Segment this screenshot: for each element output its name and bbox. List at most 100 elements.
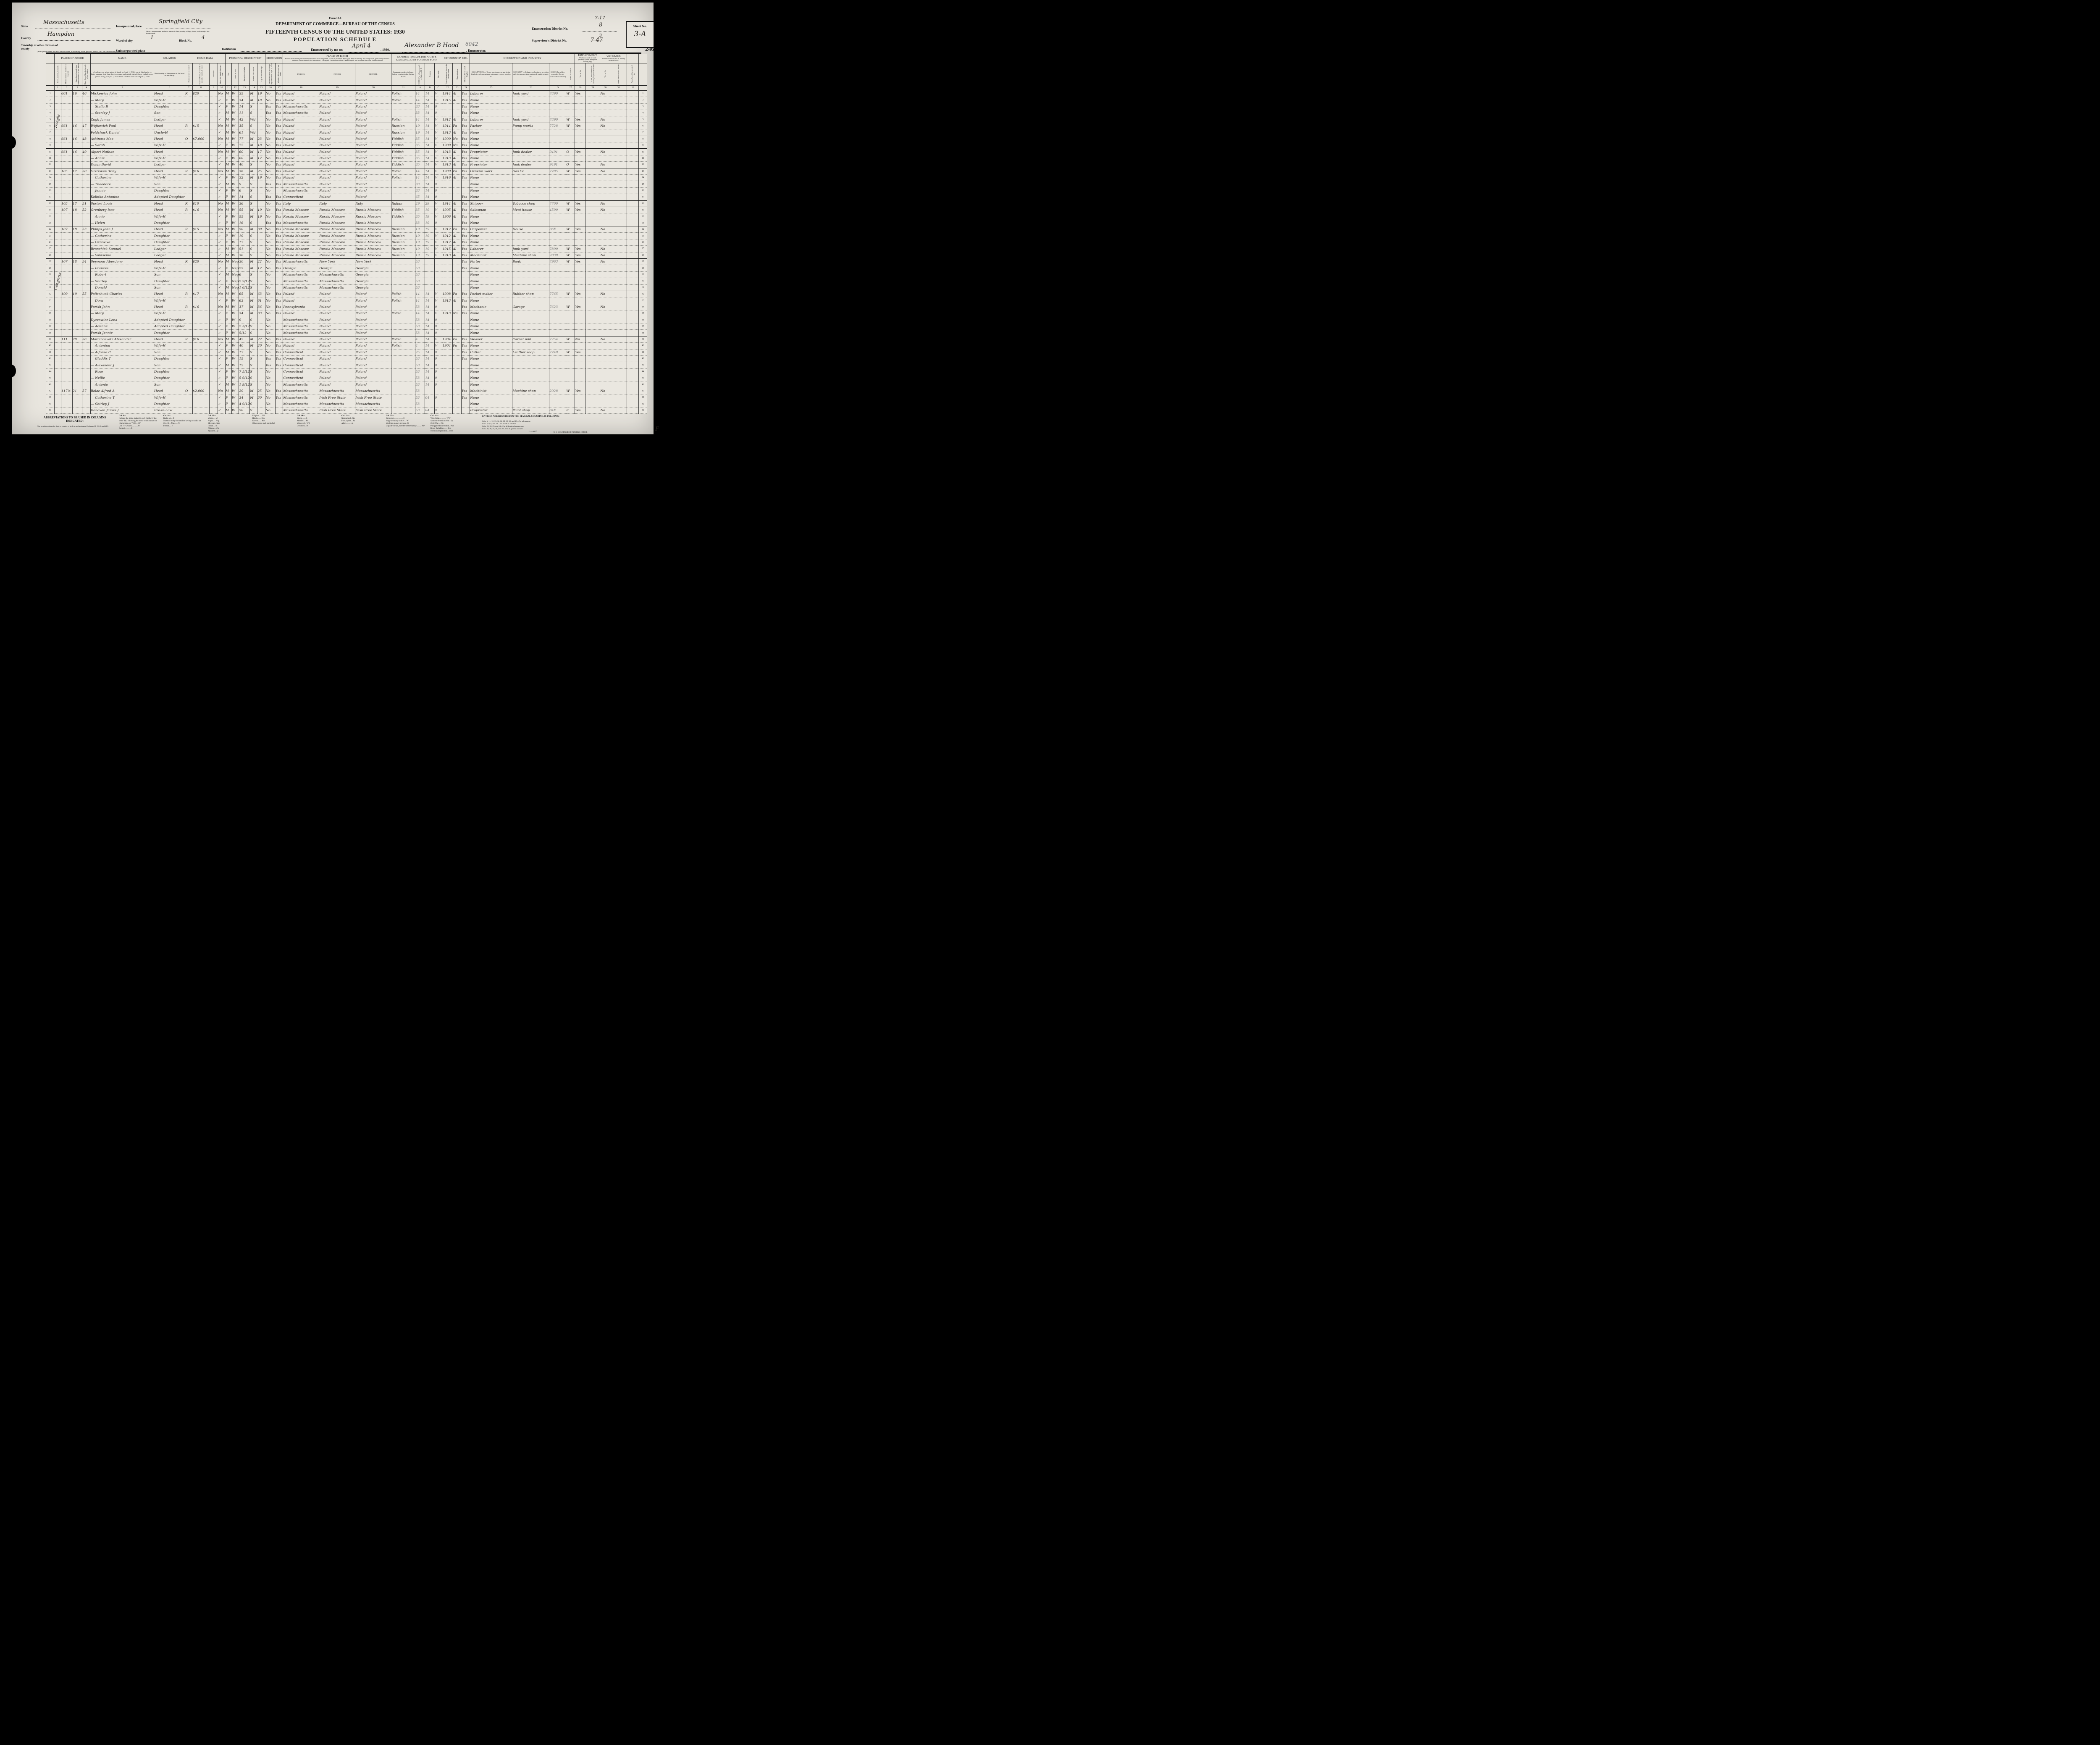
cell-unemp xyxy=(585,226,601,233)
cell-dw xyxy=(72,355,82,363)
cell-farm: No xyxy=(218,90,226,97)
cell-fam xyxy=(82,355,91,363)
cell-b: 14 xyxy=(425,129,435,136)
cell-cls xyxy=(566,362,575,369)
cell-fam: 48 xyxy=(82,136,91,143)
column-desc-sch: Attended school or college any time sinc… xyxy=(265,63,276,86)
cell-hn xyxy=(61,297,73,304)
table-row: 47 117½ 21 57 Bolac Alfred A Head O $2,000 No M W 2… xyxy=(46,388,648,395)
cell-occ: Carpenter xyxy=(470,226,513,233)
cell-a: 35 xyxy=(415,155,425,162)
cell-work: Yes xyxy=(575,304,586,311)
cell-a: 35 xyxy=(415,148,425,155)
cell-imm: 1915 xyxy=(442,97,453,104)
cell-own xyxy=(185,342,193,350)
cell-cls: W xyxy=(566,258,575,265)
cell-rw: Yes xyxy=(275,394,284,401)
cell-street xyxy=(54,291,61,298)
cell-age: 14 xyxy=(239,103,250,110)
cell-nat xyxy=(452,394,462,401)
cell-farm: ✓ xyxy=(218,245,226,252)
cell-codeD xyxy=(549,213,567,220)
cell-vet xyxy=(600,194,611,201)
cell-war xyxy=(610,213,627,220)
cell-b: 14 xyxy=(425,304,435,311)
sd-value: 3 xyxy=(599,33,602,38)
cell-sex: F xyxy=(225,97,232,104)
cell-agem xyxy=(257,375,266,382)
cell-val: $15 xyxy=(192,226,210,233)
cell-unemp xyxy=(585,388,601,395)
cell-sex: F xyxy=(225,368,232,376)
column-number-pob: 18 xyxy=(283,85,320,91)
cell-race: W xyxy=(231,407,239,414)
cell-radio xyxy=(209,258,218,265)
cell-age: 30 xyxy=(239,258,250,265)
cell-age: 60 xyxy=(239,148,250,155)
line-number: 17 xyxy=(46,194,55,201)
cell-street xyxy=(54,342,61,350)
cell-tongue xyxy=(391,362,416,369)
cell-cls: W xyxy=(566,349,575,356)
cell-age: 12 xyxy=(239,362,250,369)
cell-farm: ✓ xyxy=(218,194,226,201)
cell-mar: Wd xyxy=(249,129,258,136)
cell-age: 37 xyxy=(239,304,250,311)
cell-agem xyxy=(257,220,266,227)
column-number-codeD: D xyxy=(549,85,567,91)
column-desc-fam: Num- ber of family in order of vis- itat… xyxy=(82,63,91,86)
cell-farm2 xyxy=(627,368,639,376)
cell-unemp xyxy=(585,258,601,265)
cell-fam xyxy=(82,375,91,382)
cell-unemp xyxy=(585,110,601,117)
cell-mar: M xyxy=(249,394,258,401)
column-number-b: B xyxy=(425,85,435,91)
cell-unemp xyxy=(585,336,601,343)
cell-war xyxy=(610,136,627,143)
cell-rel: Wife-H xyxy=(154,310,185,317)
cell-tongue: Polish xyxy=(391,174,416,181)
cell-codeD: 06X xyxy=(549,226,567,233)
cell-street xyxy=(54,407,61,414)
cell-radio xyxy=(209,174,218,181)
cell-val: $10 xyxy=(192,200,210,207)
cell-street xyxy=(54,329,61,336)
cell-radio xyxy=(209,232,218,239)
cell-dw: 17 xyxy=(72,168,82,175)
cell-age: 50 xyxy=(239,226,250,233)
cell-occ: None xyxy=(470,194,513,201)
cell-imm: 1913 xyxy=(442,148,453,155)
cell-vet xyxy=(600,310,611,317)
cell-race: Neg xyxy=(231,278,239,285)
cell-dw: 21 xyxy=(72,388,82,395)
cell-vet xyxy=(600,329,611,336)
cell-sch: No xyxy=(265,232,276,239)
cell-ind: Machine shop xyxy=(512,252,550,259)
cell-mar: M xyxy=(249,265,258,272)
cell-pf: Massachusetts xyxy=(319,401,356,408)
column-desc-vet: Yes or No xyxy=(600,63,611,86)
cell-nat xyxy=(452,278,462,285)
cell-own xyxy=(185,381,193,388)
cell-imm xyxy=(442,381,453,388)
cell-sex: M xyxy=(225,291,232,298)
cell-war xyxy=(610,355,627,363)
cell-codeD: 7728 xyxy=(549,123,567,130)
cell-dw xyxy=(72,220,82,227)
cell-cls xyxy=(566,355,575,363)
cell-name: Askinass Max xyxy=(90,136,154,143)
cell-own xyxy=(185,245,193,252)
cell-work: Yes xyxy=(575,258,586,265)
cell-agem: 63 xyxy=(257,291,266,298)
cell-rel: Head xyxy=(154,388,185,395)
cell-farm: ✓ xyxy=(218,381,226,388)
cell-imm: 1908 xyxy=(442,291,453,298)
cell-tongue xyxy=(391,265,416,272)
cell-sch: No xyxy=(265,148,276,155)
cell-codeD xyxy=(549,129,567,136)
cell-a: 53 xyxy=(415,317,425,323)
cell-pm: Poland xyxy=(355,194,392,201)
cell-occ: None xyxy=(470,220,513,227)
column-desc-pf: FATHER xyxy=(319,63,356,86)
cell-dw xyxy=(72,110,82,117)
